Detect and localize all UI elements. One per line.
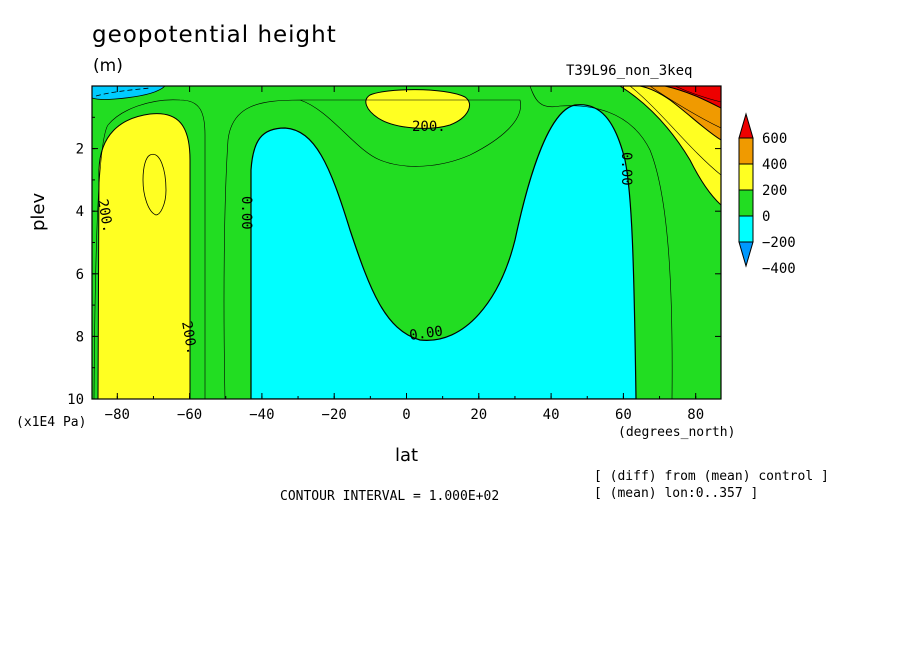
y-tick-label: 10 (67, 392, 84, 408)
colorbar: 600 400 200 0 −200 −400 (738, 112, 796, 277)
region-yellow-left (97, 113, 191, 399)
contour-label: 200. (178, 320, 200, 356)
x-tick-label: −20 (322, 407, 347, 423)
note-diff: [ (diff) from (mean) control ] (594, 469, 829, 484)
region-yellow-top (365, 89, 470, 129)
chart-units: (m) (93, 56, 123, 76)
colorbar-label: 200 (762, 183, 787, 199)
y-axis-label: plev (28, 192, 49, 231)
region-orange-right (639, 86, 721, 141)
region-cyan-topleft (92, 86, 166, 100)
x-tick-label: −40 (249, 407, 274, 423)
contour-interval: CONTOUR INTERVAL = 1.000E+02 (280, 489, 500, 504)
y-tick-label: 8 (76, 329, 84, 345)
y-tick-label: 4 (76, 204, 84, 220)
x-tick-label: 60 (615, 407, 632, 423)
contour-label: 0.00 (408, 323, 444, 344)
colorbar-label: −400 (762, 261, 796, 277)
colorbar-label: 400 (762, 157, 787, 173)
colorbar-swatch (738, 137, 754, 165)
region-cyan (250, 104, 637, 399)
x-tick-label: 80 (687, 407, 704, 423)
contour-label: 0.00 (238, 196, 254, 230)
colorbar-swatch (738, 215, 754, 243)
chart-title: geopotential height (92, 22, 337, 48)
colorbar-label: −200 (762, 235, 796, 251)
colorbar-top-arrow (738, 112, 754, 139)
colorbar-swatch (738, 163, 754, 191)
x-axis-units: (degrees_north) (618, 425, 736, 440)
y-tick-label: 6 (76, 267, 84, 283)
run-label: T39L96_non_3keq (566, 63, 693, 79)
note-mean: [ (mean) lon:0..357 ] (594, 486, 759, 501)
colorbar-swatch (738, 189, 754, 217)
colorbar-label: 0 (762, 209, 770, 225)
colorbar-bottom-arrow (738, 241, 754, 268)
x-tick-label: 40 (543, 407, 560, 423)
y-axis-units: (x1E4 Pa) (16, 415, 87, 430)
x-tick-label: 20 (470, 407, 487, 423)
x-axis-label: lat (395, 445, 419, 466)
contour-label: 0.00 (618, 152, 634, 186)
region-red-right (664, 86, 721, 109)
colorbar-label: 600 (762, 131, 787, 147)
y-tick-label: 2 (76, 142, 84, 158)
x-tick-label: 0 (402, 407, 410, 423)
contour-label: 200. (412, 119, 446, 135)
x-tick-label: −80 (105, 407, 130, 423)
x-tick-label: −60 (177, 407, 202, 423)
contour-label: 200. (94, 198, 116, 234)
